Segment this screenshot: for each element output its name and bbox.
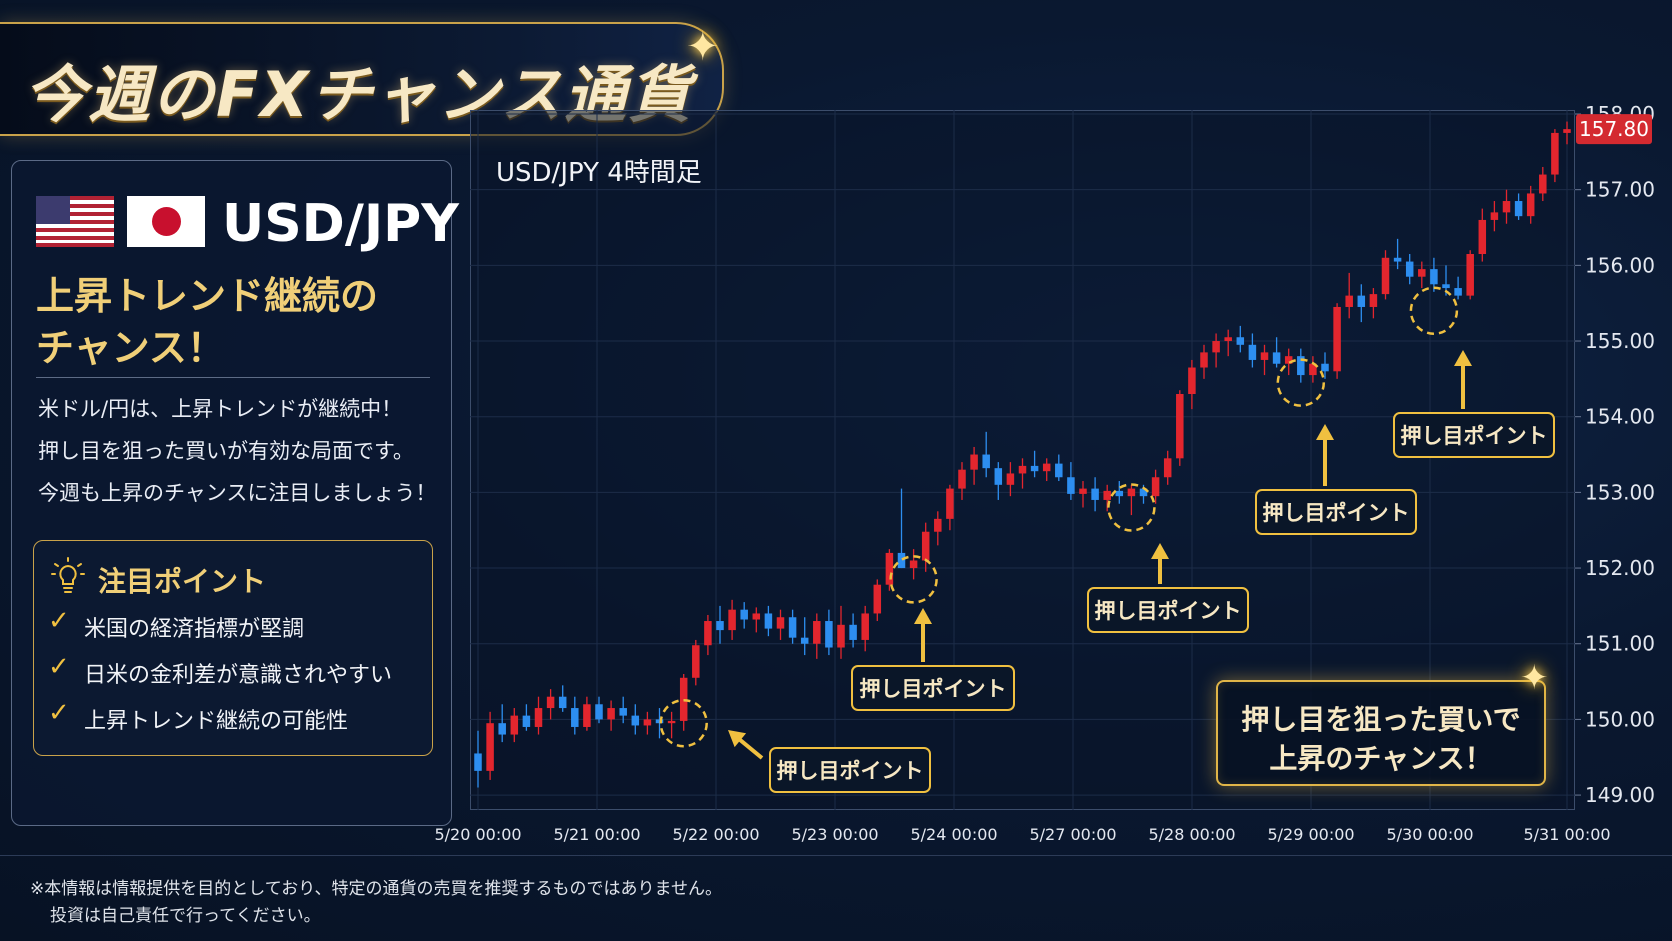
disclaimer-line2: 投資は自己責任で行ってください。 xyxy=(50,906,321,926)
footer-divider xyxy=(0,855,1672,856)
y-tick-label: 155.00 xyxy=(1585,329,1655,353)
x-tick-label: 5/23 00:00 xyxy=(791,825,878,844)
price-tag-label: 157.80 xyxy=(1579,117,1649,141)
y-tick-label: 157.00 xyxy=(1585,178,1655,202)
sparkle-icon: ✦ xyxy=(686,24,720,70)
disclaimer-line1: ※本情報は情報提供を目的としており、特定の通貨の売買を推奨するものではありません… xyxy=(30,879,723,899)
us-flag-icon xyxy=(36,196,114,247)
lightbulb-icon xyxy=(51,557,85,593)
x-tick-label: 5/21 00:00 xyxy=(553,825,640,844)
headline-line1: 上昇トレンド継続の xyxy=(36,274,379,318)
focus-title: 注目ポイント xyxy=(98,565,267,598)
x-tick-label: 5/24 00:00 xyxy=(910,825,997,844)
price-tag xyxy=(1576,114,1652,145)
description-line: 米ドル/円は、上昇トレンドが継続中！ xyxy=(38,397,403,421)
chart-title: USD/JPY 4時間足 xyxy=(496,158,702,188)
x-tick-label: 5/20 00:00 xyxy=(434,825,521,844)
check-icon: ✓ xyxy=(48,698,70,728)
x-tick-label: 5/31 00:00 xyxy=(1523,825,1610,844)
x-tick-label: 5/27 00:00 xyxy=(1029,825,1116,844)
x-tick-label: 5/22 00:00 xyxy=(672,825,759,844)
title-banner: 今週のFXチャンス通貨 xyxy=(0,22,724,136)
y-tick-label: 151.00 xyxy=(1585,632,1655,656)
pair-label: USD/JPY xyxy=(222,194,459,254)
description-line: 今週も上昇のチャンスに注目しましょう！ xyxy=(38,481,437,505)
y-tick-label: 156.00 xyxy=(1585,253,1655,277)
x-tick-label: 5/28 00:00 xyxy=(1148,825,1235,844)
focus-box xyxy=(33,540,433,756)
y-tick-label: 154.00 xyxy=(1585,405,1655,429)
check-icon: ✓ xyxy=(48,606,70,636)
focus-item: 米国の経済指標が堅調 xyxy=(84,617,305,642)
focus-item: 上昇トレンド継続の可能性 xyxy=(84,709,349,734)
y-tick-label: 158.00 xyxy=(1585,102,1655,126)
headline-line2: チャンス！ xyxy=(36,326,225,370)
divider xyxy=(36,377,430,378)
y-tick-label: 153.00 xyxy=(1585,480,1655,504)
sparkle-icon: ✦ xyxy=(1520,658,1549,698)
callout-line1: 押し目を狙った買いで xyxy=(1241,703,1521,736)
callout-line2: 上昇のチャンス！ xyxy=(1269,742,1493,775)
x-tick-label: 5/29 00:00 xyxy=(1267,825,1354,844)
focus-item: 日米の金利差が意識されやすい xyxy=(84,663,393,688)
check-icon: ✓ xyxy=(48,652,70,682)
japan-flag-icon xyxy=(127,196,205,247)
description-line: 押し目を狙った買いが有効な局面です。 xyxy=(38,439,414,463)
y-tick-label: 149.00 xyxy=(1585,783,1655,807)
headline: 上昇トレンド継続の チャンス！ xyxy=(36,270,436,374)
callout-box xyxy=(1216,680,1546,786)
x-tick-label: 5/30 00:00 xyxy=(1386,825,1473,844)
y-tick-label: 152.00 xyxy=(1585,556,1655,580)
y-tick-label: 150.00 xyxy=(1585,707,1655,731)
